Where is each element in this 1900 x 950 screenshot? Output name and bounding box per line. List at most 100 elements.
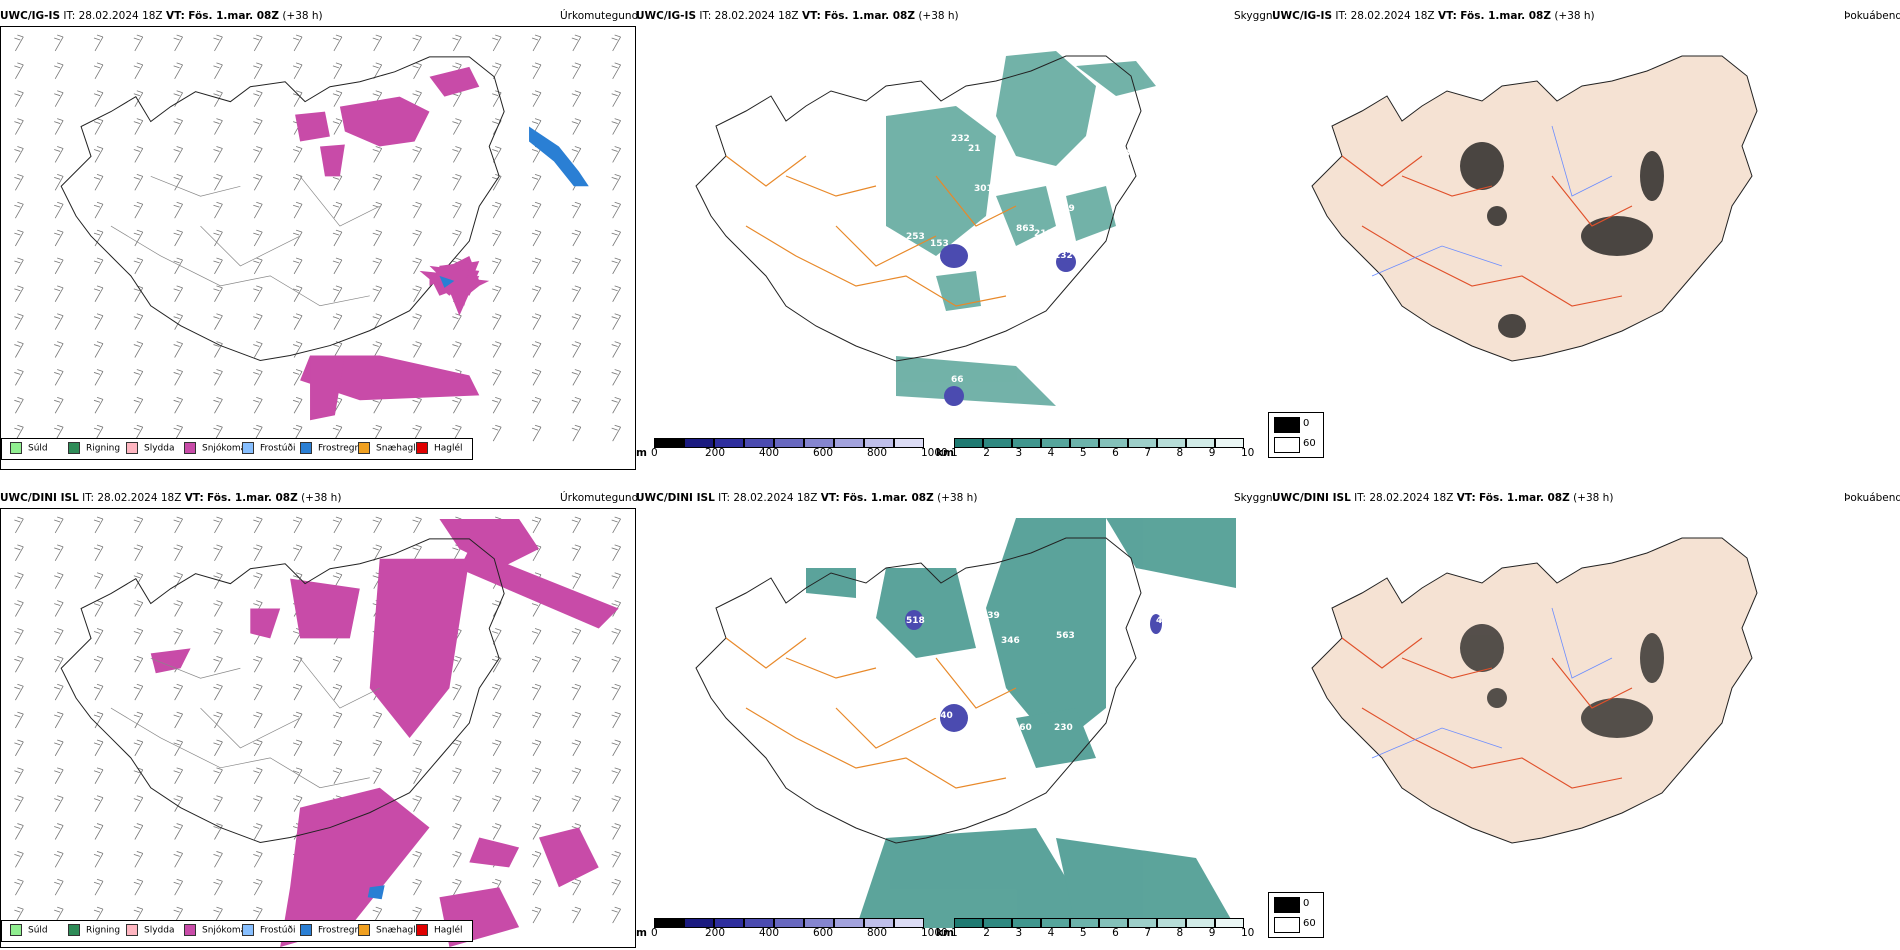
legend-swatch bbox=[300, 924, 312, 936]
wind-barb bbox=[14, 90, 24, 107]
row1-snow-areas bbox=[295, 66, 490, 421]
wind-barb bbox=[531, 229, 542, 247]
row1-visibility-header: UWC/IG-IS IT: 28.02.2024 18Z VT: Fös. 1.… bbox=[636, 10, 959, 22]
wind-barb bbox=[133, 572, 144, 589]
wind-barb bbox=[452, 823, 462, 840]
scale-segment bbox=[834, 918, 864, 928]
scale-segment bbox=[654, 918, 684, 928]
wind-barb bbox=[133, 655, 144, 673]
scale-segment bbox=[1070, 438, 1099, 448]
scale-tick-label: 400 bbox=[759, 927, 780, 939]
wind-barb bbox=[253, 767, 263, 784]
wind-barb bbox=[253, 516, 263, 534]
wind-barb bbox=[492, 285, 502, 302]
legend-label: Rigning bbox=[86, 925, 121, 936]
wind-barb bbox=[213, 285, 223, 302]
wind-barb bbox=[54, 118, 64, 135]
wind-barb bbox=[372, 711, 383, 729]
wind-barb bbox=[611, 341, 621, 358]
wind-barb bbox=[611, 34, 621, 52]
precip-legend-item: Slydda bbox=[126, 924, 174, 936]
wind-barb bbox=[173, 396, 183, 414]
scale-segment bbox=[684, 918, 714, 928]
scale-tick-label: 5 bbox=[1079, 927, 1087, 939]
wind-barb bbox=[14, 823, 24, 840]
wind-barb bbox=[611, 516, 621, 534]
precip-legend-item: Snjókoma bbox=[184, 924, 246, 936]
wind-barb bbox=[14, 795, 24, 812]
wind-barb bbox=[611, 906, 621, 924]
scale-segment bbox=[894, 438, 924, 448]
wind-barb bbox=[571, 62, 582, 79]
wind-barb bbox=[492, 369, 502, 386]
wind-barb bbox=[531, 313, 542, 330]
row1-precip-header: UWC/IG-IS IT: 28.02.2024 18Z VT: Fös. 1.… bbox=[0, 10, 323, 22]
wind-barb bbox=[133, 313, 144, 330]
wind-barb bbox=[54, 655, 64, 673]
wind-barb bbox=[213, 396, 223, 414]
wind-barb bbox=[492, 396, 502, 414]
precip-legend-item: Frostregn bbox=[300, 442, 360, 454]
visibility-value-label: 216 bbox=[1191, 619, 1210, 629]
wind-barb bbox=[213, 146, 223, 163]
scale-tick-label: 1000 bbox=[921, 927, 948, 939]
legend-label: Snjókoma bbox=[202, 443, 247, 454]
wind-barb bbox=[213, 572, 223, 589]
scale-segment bbox=[744, 918, 774, 928]
scale-tick-label: 2 bbox=[983, 927, 990, 939]
wind-barb bbox=[292, 34, 303, 52]
wind-barb bbox=[531, 516, 542, 534]
row2-fog-header: UWC/DINI ISL IT: 28.02.2024 18Z VT: Fös.… bbox=[1272, 492, 1614, 504]
wind-barb bbox=[213, 600, 223, 617]
wind-barb bbox=[14, 313, 24, 330]
wind-barb bbox=[332, 313, 343, 330]
wind-barb bbox=[412, 90, 422, 107]
scale-segment bbox=[983, 918, 1012, 928]
scale-segment bbox=[654, 438, 684, 448]
wind-barb bbox=[452, 711, 462, 729]
wind-barb bbox=[531, 396, 542, 414]
wind-barb bbox=[54, 878, 64, 896]
wind-barb bbox=[253, 396, 263, 414]
row1-vis-scale: km 1 2 3 4 5 6 7 8 9 10 bbox=[936, 438, 1256, 460]
visibility-value-label: 232 bbox=[951, 134, 970, 144]
wind-barb bbox=[133, 146, 144, 163]
scale-tick-label: 4 bbox=[1047, 927, 1055, 939]
precip-legend-item: Frostúði bbox=[242, 442, 295, 454]
fog-legend-swatch bbox=[1274, 417, 1300, 433]
scale-segment bbox=[744, 438, 774, 448]
wind-barb bbox=[571, 739, 582, 757]
wind-barb bbox=[253, 229, 263, 247]
wind-barb bbox=[412, 878, 422, 896]
row2-fog-legend: 0 60 bbox=[1268, 892, 1324, 938]
legend-swatch bbox=[358, 442, 370, 454]
wind-barb bbox=[332, 173, 343, 191]
wind-barb bbox=[54, 285, 64, 302]
wind-barb bbox=[133, 795, 144, 812]
wind-barb bbox=[253, 878, 263, 896]
row1-precip-legend: Súld Rigning Slydda Snjókoma Frostúði Frostre… bbox=[1, 438, 473, 460]
wind-barb bbox=[492, 767, 502, 784]
wind-barb bbox=[133, 683, 144, 701]
wind-barb bbox=[54, 90, 64, 107]
wind-barb bbox=[611, 146, 621, 163]
wind-barb bbox=[292, 739, 303, 757]
wind-barb bbox=[492, 201, 502, 219]
legend-swatch bbox=[416, 924, 428, 936]
wind-barb bbox=[213, 628, 223, 645]
wind-barb bbox=[173, 739, 183, 757]
wind-barb bbox=[571, 906, 582, 924]
wind-barb bbox=[54, 369, 64, 386]
row1-precip-title: Úrkomutegund bbox=[560, 10, 639, 22]
wind-barb bbox=[332, 201, 343, 219]
wind-barb bbox=[412, 229, 422, 247]
visibility-value-label: 412 bbox=[1070, 331, 1089, 341]
precip-legend-item: Snæhagl bbox=[358, 924, 416, 936]
wind-barb bbox=[372, 34, 383, 52]
wind-barb bbox=[93, 600, 104, 617]
wind-barb bbox=[173, 229, 183, 247]
wind-barb bbox=[412, 396, 422, 414]
wind-barb bbox=[253, 34, 263, 52]
wind-barb bbox=[93, 369, 104, 386]
row1-fog-header: UWC/IG-IS IT: 28.02.2024 18Z VT: Fös. 1.… bbox=[1272, 10, 1595, 22]
